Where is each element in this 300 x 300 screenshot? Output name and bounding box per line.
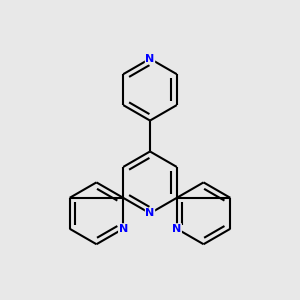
Text: N: N	[146, 54, 154, 64]
Text: N: N	[146, 208, 154, 218]
Text: N: N	[118, 224, 128, 234]
Text: N: N	[172, 224, 182, 234]
